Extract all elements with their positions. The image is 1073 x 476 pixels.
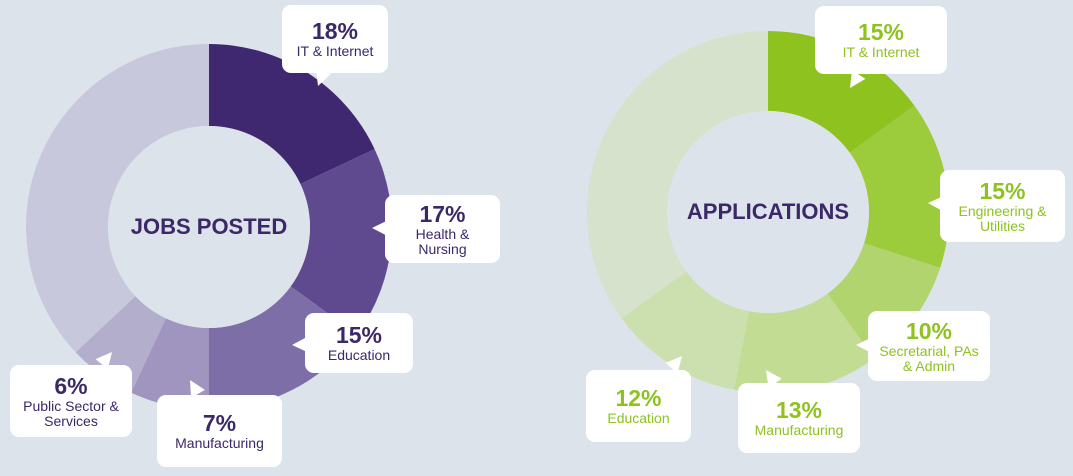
value-label: 7% (202, 410, 237, 436)
callout: 7% Manufacturing (157, 395, 282, 467)
donut-slice (734, 293, 875, 394)
category-label: Manufacturing (754, 422, 844, 438)
value-label: 13% (775, 397, 823, 423)
category-label: IT & Internet (842, 44, 920, 60)
center-title: APPLICATIONS (686, 199, 850, 224)
callout: 15% Engineering & Utilities (940, 170, 1065, 242)
callout: 13% Manufacturing (738, 383, 860, 453)
value-label: 17% (419, 200, 466, 227)
donut-slice (768, 31, 915, 153)
category-label: Education (607, 410, 670, 426)
callout: 17% Health & Nursing (385, 195, 500, 263)
donut-hole (667, 111, 869, 313)
value-label: 10% (905, 317, 953, 344)
callout-pointer (665, 356, 682, 374)
donut-slice (209, 44, 375, 184)
value-label: 12% (615, 385, 662, 411)
donut-slice (849, 105, 949, 268)
category-label: Public Sector & Services (23, 397, 119, 429)
category-label: Manufacturing (175, 435, 264, 451)
value-label: 18% (311, 18, 359, 44)
value-label: 6% (54, 372, 88, 399)
category-label: Engineering & Utilities (958, 202, 1047, 234)
donut-slice (26, 44, 210, 353)
center-title: JOBS POSTED (130, 214, 288, 239)
value-label: 15% (979, 177, 1026, 204)
category-label: Secretarial, PAs & Admin (879, 342, 979, 374)
value-label: 15% (335, 322, 383, 348)
category-label: Education (327, 347, 391, 363)
callout: 18% IT & Internet (282, 5, 388, 73)
callout: 12% Education (586, 370, 691, 442)
category-label: IT & Internet (296, 43, 374, 59)
callout: 6% Public Sector & Services (10, 365, 132, 437)
callout: 15% IT & Internet (815, 6, 947, 74)
callout-pointer (190, 380, 205, 398)
callout: 10% Secretarial, PAs & Admin (868, 311, 990, 381)
donut-slice (621, 271, 750, 390)
value-label: 15% (857, 19, 905, 45)
callout-pointer (372, 220, 389, 237)
donut-slice (587, 31, 768, 319)
callout-pointer (292, 336, 309, 353)
donut-slice (131, 318, 209, 410)
donut-hole (108, 126, 310, 328)
category-label: Health & Nursing (415, 225, 470, 257)
donut-slice (290, 149, 392, 335)
callout-pointer (850, 70, 866, 88)
callout: 15% Education (305, 313, 413, 373)
donut-slice (827, 243, 941, 359)
